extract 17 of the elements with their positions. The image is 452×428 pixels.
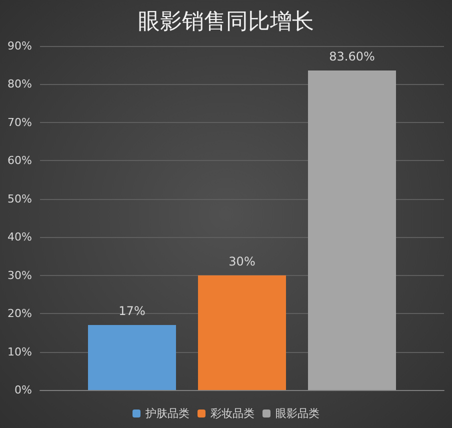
data-label: 30% — [228, 254, 256, 268]
y-tick-label: 50% — [8, 192, 32, 206]
data-label: 83.60% — [329, 49, 375, 64]
y-tick-label: 0% — [14, 384, 32, 396]
legend-label: 护肤品类 — [144, 407, 190, 420]
legend-label: 眼影品类 — [276, 407, 320, 420]
y-tick-label: 70% — [8, 116, 32, 129]
y-tick-label: 60% — [8, 154, 32, 168]
data-label: 17% — [118, 304, 146, 318]
y-tick-label: 80% — [8, 78, 32, 91]
y-tick-label: 20% — [8, 307, 32, 320]
y-tick-label: 90% — [8, 40, 32, 52]
y-tick-label: 40% — [8, 230, 32, 244]
y-tick-label: 10% — [8, 345, 32, 358]
legend-label: 彩妆品类 — [210, 407, 254, 420]
chart-title: 眼影销售同比增长 — [138, 10, 314, 34]
y-tick-label: 30% — [8, 268, 32, 282]
